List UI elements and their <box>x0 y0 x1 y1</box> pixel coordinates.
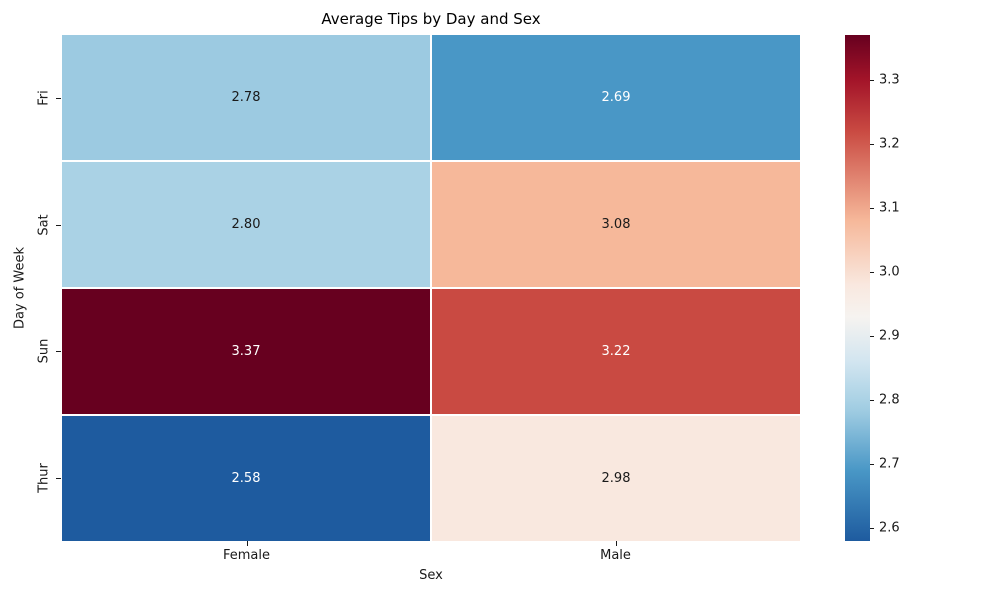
y-tick-label-thur: Thur <box>36 462 52 493</box>
heatmap-cell-sat-male: 3.08 <box>432 162 800 287</box>
heatmap-cell-sat-female: 2.80 <box>62 162 430 287</box>
x-tick-mark <box>615 541 617 546</box>
chart-title: Average Tips by Day and Sex <box>321 10 541 28</box>
y-tick-label-sat: Sat <box>36 214 52 236</box>
colorbar-tick-label: 2.8 <box>879 392 900 408</box>
colorbar-tick-label: 2.6 <box>879 520 900 536</box>
x-tick-label-male: Male <box>600 548 631 563</box>
cell-value: 2.78 <box>231 90 261 105</box>
y-tick-label-fri: Fri <box>36 90 52 107</box>
cell-value: 3.08 <box>601 217 631 232</box>
cell-value: 3.22 <box>601 344 631 359</box>
colorbar-tick-mark <box>870 336 874 338</box>
cell-value: 3.37 <box>231 344 261 359</box>
heatmap-cell-sun-male: 3.22 <box>432 289 800 414</box>
heatmap-cell-sun-female: 3.37 <box>62 289 430 414</box>
colorbar-tick-label: 3.2 <box>879 136 900 152</box>
colorbar-tick-mark <box>870 207 874 209</box>
cell-value: 2.98 <box>601 471 631 486</box>
heatmap-cell-thur-female: 2.58 <box>62 416 430 541</box>
x-axis-label: Sex <box>419 568 443 583</box>
cell-value: 2.58 <box>231 471 261 486</box>
colorbar-tick-label: 3.0 <box>879 264 900 280</box>
colorbar-tick-label: 2.9 <box>879 328 900 344</box>
heatmap-cell-fri-male: 2.69 <box>432 35 800 160</box>
colorbar-tick-mark <box>870 143 874 145</box>
heatmap-grid: 2.78 2.69 2.80 3.08 3.37 3.22 2.58 2.98 <box>62 35 800 541</box>
y-tick-mark <box>56 224 61 226</box>
y-tick-label-sun: Sun <box>36 338 52 364</box>
y-axis-label: Day of Week <box>12 246 28 330</box>
colorbar-tick-mark <box>870 400 874 402</box>
cell-value: 2.80 <box>231 217 261 232</box>
cell-value: 2.69 <box>601 90 631 105</box>
y-tick-mark <box>56 351 61 353</box>
colorbar-tick-mark <box>870 464 874 466</box>
colorbar-tick-label: 3.3 <box>879 72 900 88</box>
y-tick-mark <box>56 98 61 100</box>
colorbar <box>845 35 870 541</box>
x-tick-label-female: Female <box>222 548 271 563</box>
heatmap-cell-thur-male: 2.98 <box>432 416 800 541</box>
heatmap-cell-fri-female: 2.78 <box>62 35 430 160</box>
colorbar-tick-label: 3.1 <box>879 200 900 216</box>
colorbar-tick-label: 2.7 <box>879 456 900 472</box>
colorbar-tick-mark <box>870 528 874 530</box>
y-tick-mark <box>56 477 61 479</box>
x-tick-mark <box>246 541 248 546</box>
colorbar-tick-mark <box>870 79 874 81</box>
colorbar-tick-mark <box>870 271 874 273</box>
